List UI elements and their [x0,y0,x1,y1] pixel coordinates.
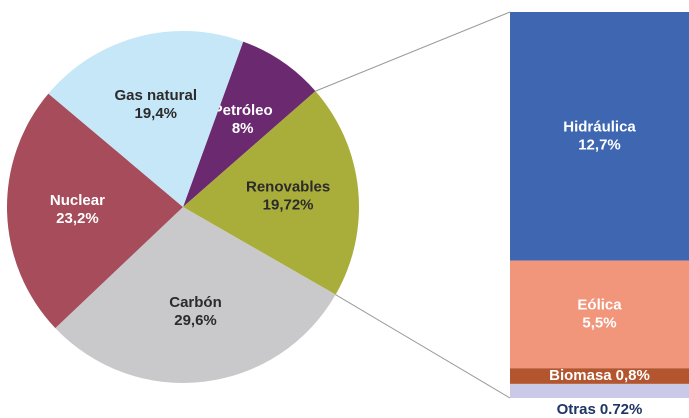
segment-name: Biomasa [549,367,612,384]
slice-label: Nuclear [50,192,105,209]
slice-label: Carbón [169,294,222,311]
slice-label: Renovables [246,179,330,196]
pie-slice [48,30,244,207]
slice-value: 19,72% [263,197,314,214]
segment-label: Otras 0.72% [557,401,643,418]
segment-value: 0.72% [600,401,643,418]
segment-label: Biomasa 0,8% [549,367,650,384]
slice-value: 29,6% [174,312,217,329]
connector [335,294,511,399]
slice-label: Petróleo [213,102,273,119]
slice-label: Gas natural [114,87,197,104]
pie-slice [183,41,316,207]
bar-segment [510,260,689,369]
bar-segment [510,383,689,398]
segment-value: 5,5% [582,314,616,331]
segment-value: 12,7% [578,136,621,153]
slice-value: 23,2% [56,210,99,227]
segment-value: 0,8% [616,367,650,384]
segment-label: Hidráulica [563,118,636,135]
slice-value: 8% [232,120,254,137]
segment-label: Eólica [577,296,622,313]
bar-segment [510,12,689,261]
pie-slice [55,207,336,383]
pie-slice [6,93,183,329]
bar-segment [510,368,689,384]
connector [315,11,511,92]
slice-value: 19,4% [134,105,177,122]
segment-name: Otras [557,401,596,418]
pie-slice [183,91,360,295]
